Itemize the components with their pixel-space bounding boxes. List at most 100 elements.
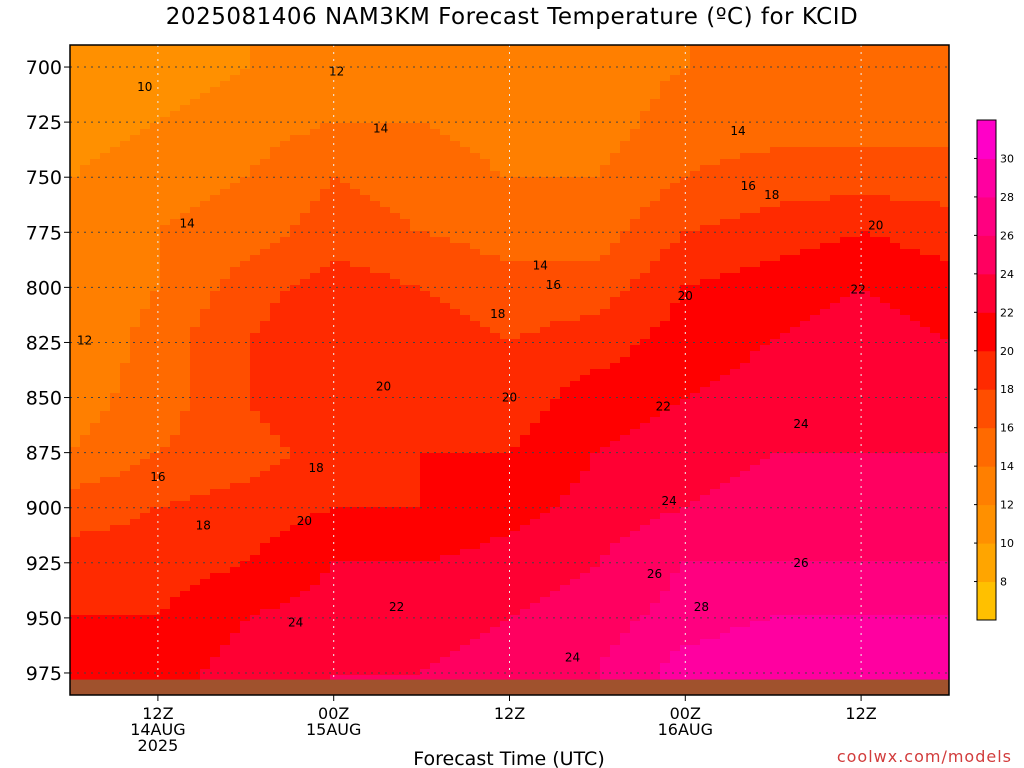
temperature-cell — [490, 63, 501, 70]
temperature-cell — [200, 399, 211, 406]
temperature-cell — [320, 219, 331, 226]
temperature-cell — [140, 465, 151, 472]
temperature-cell — [200, 381, 211, 388]
temperature-cell — [460, 669, 471, 676]
temperature-cell — [180, 231, 191, 238]
temperature-cell — [490, 645, 501, 652]
temperature-cell — [150, 393, 161, 400]
temperature-cell — [270, 513, 281, 520]
temperature-cell — [520, 303, 531, 310]
temperature-cell — [410, 297, 421, 304]
temperature-cell — [490, 99, 501, 106]
temperature-cell — [410, 663, 421, 670]
temperature-cell — [130, 663, 141, 670]
temperature-cell — [280, 279, 291, 286]
temperature-cell — [130, 675, 141, 682]
temperature-cell — [150, 195, 161, 202]
temperature-cell — [410, 111, 421, 118]
temperature-cell — [260, 387, 271, 394]
temperature-cell — [340, 567, 351, 574]
temperature-cell — [490, 51, 501, 58]
temperature-cell — [260, 63, 271, 70]
temperature-cell — [230, 267, 241, 274]
temperature-cell — [190, 195, 201, 202]
temperature-cell — [460, 57, 471, 64]
temperature-cell — [300, 159, 311, 166]
temperature-cell — [420, 627, 431, 634]
temperature-cell — [100, 99, 111, 106]
temperature-cell — [230, 675, 241, 682]
temperature-cell — [220, 249, 231, 256]
temperature-cell — [270, 81, 281, 88]
temperature-cell — [100, 579, 111, 586]
temperature-cell — [310, 357, 321, 364]
temperature-cell — [180, 297, 191, 304]
temperature-cell — [420, 657, 431, 664]
temperature-cell — [280, 453, 291, 460]
temperature-cell — [210, 627, 221, 634]
temperature-cell — [100, 93, 111, 100]
temperature-cell — [70, 609, 81, 616]
temperature-cell — [280, 645, 291, 652]
temperature-cell — [260, 273, 271, 280]
temperature-cell — [90, 279, 101, 286]
temperature-cell — [340, 357, 351, 364]
temperature-cell — [230, 63, 241, 70]
temperature-cell — [120, 567, 131, 574]
temperature-cell — [110, 129, 121, 136]
temperature-cell — [290, 573, 301, 580]
temperature-cell — [480, 585, 491, 592]
temperature-cell — [410, 291, 421, 298]
temperature-cell — [190, 51, 201, 58]
temperature-cell — [80, 321, 91, 328]
temperature-cell — [80, 81, 91, 88]
temperature-cell — [290, 303, 301, 310]
temperature-cell — [330, 327, 341, 334]
temperature-cell — [310, 657, 321, 664]
temperature-cell — [480, 189, 491, 196]
temperature-cell — [180, 513, 191, 520]
temperature-cell — [330, 579, 341, 586]
temperature-cell — [380, 501, 391, 508]
temperature-cell — [410, 273, 421, 280]
temperature-cell — [220, 243, 231, 250]
temperature-cell — [230, 45, 241, 52]
temperature-cell — [200, 123, 211, 130]
temperature-cell — [330, 249, 341, 256]
temperature-cell — [260, 69, 271, 76]
temperature-cell — [440, 51, 451, 58]
temperature-cell — [260, 135, 271, 142]
temperature-cell — [240, 261, 251, 268]
temperature-cell — [280, 123, 291, 130]
temperature-cell — [510, 537, 521, 544]
temperature-cell — [420, 195, 431, 202]
temperature-cell — [500, 363, 511, 370]
temperature-cell — [210, 303, 221, 310]
temperature-cell — [380, 309, 391, 316]
temperature-cell — [300, 429, 311, 436]
temperature-cell — [490, 351, 501, 358]
temperature-cell — [250, 111, 261, 118]
temperature-cell — [100, 297, 111, 304]
temperature-cell — [330, 369, 341, 376]
temperature-cell — [160, 159, 171, 166]
temperature-cell — [210, 261, 221, 268]
temperature-cell — [280, 411, 291, 418]
temperature-cell — [470, 675, 481, 682]
temperature-cell — [180, 153, 191, 160]
temperature-cell — [360, 333, 371, 340]
temperature-cell — [470, 81, 481, 88]
temperature-cell — [90, 465, 101, 472]
temperature-cell — [300, 417, 311, 424]
temperature-cell — [290, 507, 301, 514]
temperature-cell — [510, 219, 521, 226]
temperature-cell — [270, 153, 281, 160]
temperature-cell — [150, 585, 161, 592]
temperature-cell — [320, 411, 331, 418]
temperature-cell — [220, 417, 231, 424]
temperature-cell — [490, 675, 501, 682]
temperature-cell — [170, 213, 181, 220]
temperature-cell — [310, 231, 321, 238]
temperature-cell — [300, 57, 311, 64]
temperature-cell — [130, 591, 141, 598]
